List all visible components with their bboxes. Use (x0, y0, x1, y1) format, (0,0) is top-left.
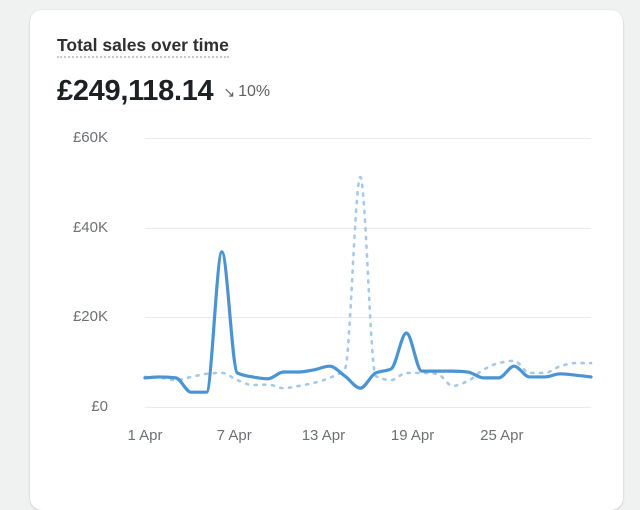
total-sales-card: Total sales over time £249,118.14 ↘ 10% … (30, 10, 623, 510)
x-axis-label: 7 Apr (216, 427, 252, 444)
x-axis: 1 Apr 7 Apr 13 Apr 19 Apr 25 Apr (127, 427, 591, 447)
gridline (145, 227, 591, 229)
line-plot[interactable] (143, 138, 593, 407)
x-axis-label: 1 Apr (127, 427, 163, 444)
x-axis-label: 25 Apr (480, 427, 524, 444)
gridline (145, 407, 591, 408)
y-axis-label: £20K (72, 308, 108, 326)
y-axis-label: £40K (72, 218, 108, 236)
y-axis-label: £60K (72, 129, 108, 146)
y-grid: £60K £40K £20K £0 (73, 129, 591, 415)
gridline (145, 138, 591, 139)
metric-row: £249,118.14 ↘ 10% (57, 72, 270, 110)
x-axis-label: 13 Apr (301, 427, 346, 444)
card-title[interactable]: Total sales over time (57, 34, 229, 58)
current-period-line (143, 250, 593, 394)
trend-down-arrow-icon: ↘ (223, 84, 236, 100)
y-axis-label: £0 (91, 398, 108, 415)
change-indicator: ↘ 10% (223, 83, 270, 101)
x-axis-label: 19 Apr (390, 427, 435, 444)
gridline (145, 317, 591, 319)
previous-period-line (143, 175, 593, 390)
change-percent: 10% (238, 83, 271, 100)
card-title-text: Total sales over time (57, 35, 229, 58)
total-sales-value: £249,118.14 (57, 74, 214, 107)
